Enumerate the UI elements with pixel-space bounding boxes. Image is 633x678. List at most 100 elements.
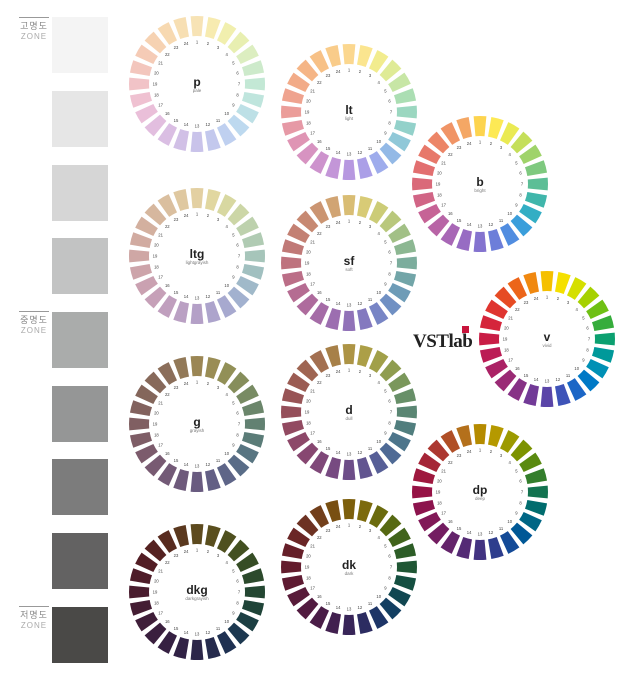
hue-number: 23	[524, 300, 529, 305]
hue-number: 20	[154, 411, 159, 416]
hue-number: 3	[369, 224, 372, 229]
hue-segment	[494, 286, 517, 309]
hue-number: 18	[306, 120, 311, 125]
hue-number: 13	[195, 124, 200, 129]
hue-number: 6	[236, 579, 239, 584]
hue-number: 2	[359, 524, 362, 529]
hue-segment	[296, 597, 319, 620]
hue-segment	[144, 622, 167, 645]
hue-segment	[216, 631, 237, 654]
hue-number: 12	[206, 630, 211, 635]
hue-segment	[540, 386, 554, 407]
hue-segment	[494, 369, 517, 392]
hue-number: 8	[519, 500, 522, 505]
hue-number: 22	[165, 392, 170, 397]
hue-segment	[379, 514, 402, 537]
hue-segment	[555, 271, 571, 295]
hue-segment	[388, 223, 411, 244]
hue-segment	[216, 295, 237, 318]
hue-number: 1	[348, 523, 351, 528]
hue-number: 2	[359, 69, 362, 74]
hue-number: 16	[165, 451, 170, 456]
hue-number: 14	[467, 530, 472, 535]
hue-segment	[440, 223, 461, 246]
hue-number: 3	[217, 217, 220, 222]
hue-segment	[129, 232, 153, 248]
hue-number: 19	[436, 182, 441, 187]
hue-segment	[309, 606, 330, 629]
hue-number: 5	[515, 469, 518, 474]
hue-number: 11	[499, 218, 504, 223]
hue-segment	[241, 568, 265, 584]
hue-segment	[129, 600, 153, 616]
hue-number: 19	[305, 261, 310, 266]
hue-number: 2	[359, 220, 362, 225]
hue-number: 7	[238, 254, 241, 259]
hue-segment	[586, 358, 609, 379]
hue-number: 6	[236, 71, 239, 76]
hue-segment	[342, 459, 356, 480]
hue-segment	[309, 350, 330, 373]
hue-segment	[227, 371, 250, 394]
hue-segment	[173, 128, 189, 152]
hue-segment	[135, 216, 158, 237]
hue-number: 10	[507, 211, 512, 216]
hue-segment	[129, 264, 153, 280]
hue-number: 12	[358, 450, 363, 455]
hue-number: 21	[310, 389, 315, 394]
hue-number: 20	[154, 579, 159, 584]
hue-number: 1	[479, 448, 482, 453]
hue-segment	[499, 430, 520, 453]
hue-number: 21	[441, 469, 446, 474]
hue-segment	[393, 120, 417, 136]
zone-label-high-ko: 고명도	[20, 21, 48, 31]
hue-segment	[396, 560, 417, 574]
hue-number: 4	[378, 535, 381, 540]
hue-segment	[157, 362, 178, 385]
hue-segment	[388, 527, 411, 548]
hue-segment	[144, 31, 167, 54]
hue-number: 16	[317, 290, 322, 295]
hue-segment	[523, 271, 539, 295]
hue-number: 13	[195, 296, 200, 301]
hue-segment	[281, 388, 305, 404]
hue-number: 16	[165, 619, 170, 624]
hue-number: 8	[236, 264, 239, 269]
hue-number: 10	[376, 290, 381, 295]
tone-code: lt	[345, 103, 352, 117]
hue-number: 3	[500, 145, 503, 150]
hue-number: 1	[196, 380, 199, 385]
hue-number: 10	[507, 519, 512, 524]
hue-number: 15	[174, 458, 179, 463]
hue-segment	[281, 239, 305, 255]
hue-number: 13	[478, 532, 483, 537]
hue-number: 7	[390, 261, 393, 266]
hue-segment	[144, 203, 167, 226]
hue-number: 21	[158, 233, 163, 238]
hue-segment	[190, 523, 204, 545]
hue-number: 4	[378, 380, 381, 385]
hue-number: 3	[500, 453, 503, 458]
hue-number: 4	[509, 460, 512, 465]
color-wheel-lt: 1 23456789101112131415161718192021222324l…	[281, 43, 417, 180]
hue-segment	[190, 16, 204, 37]
hue-segment	[157, 295, 178, 318]
hue-segment	[281, 256, 302, 270]
hue-number: 1	[546, 295, 549, 300]
hue-segment	[296, 359, 319, 382]
tone-name: dull	[345, 416, 352, 421]
hue-segment	[129, 432, 153, 448]
hue-number: 20	[154, 71, 159, 76]
hue-segment	[236, 552, 259, 573]
hue-segment	[510, 439, 533, 462]
hue-segment	[173, 356, 189, 380]
hue-number: 5	[232, 569, 235, 574]
hue-segment	[157, 123, 178, 146]
hue-number: 20	[306, 554, 311, 559]
hue-number: 22	[317, 80, 322, 85]
hue-segment	[190, 639, 204, 660]
hue-number: 11	[368, 601, 373, 606]
hue-number: 9	[515, 203, 518, 208]
hue-number: 15	[174, 118, 179, 123]
hue-segment	[129, 585, 150, 599]
